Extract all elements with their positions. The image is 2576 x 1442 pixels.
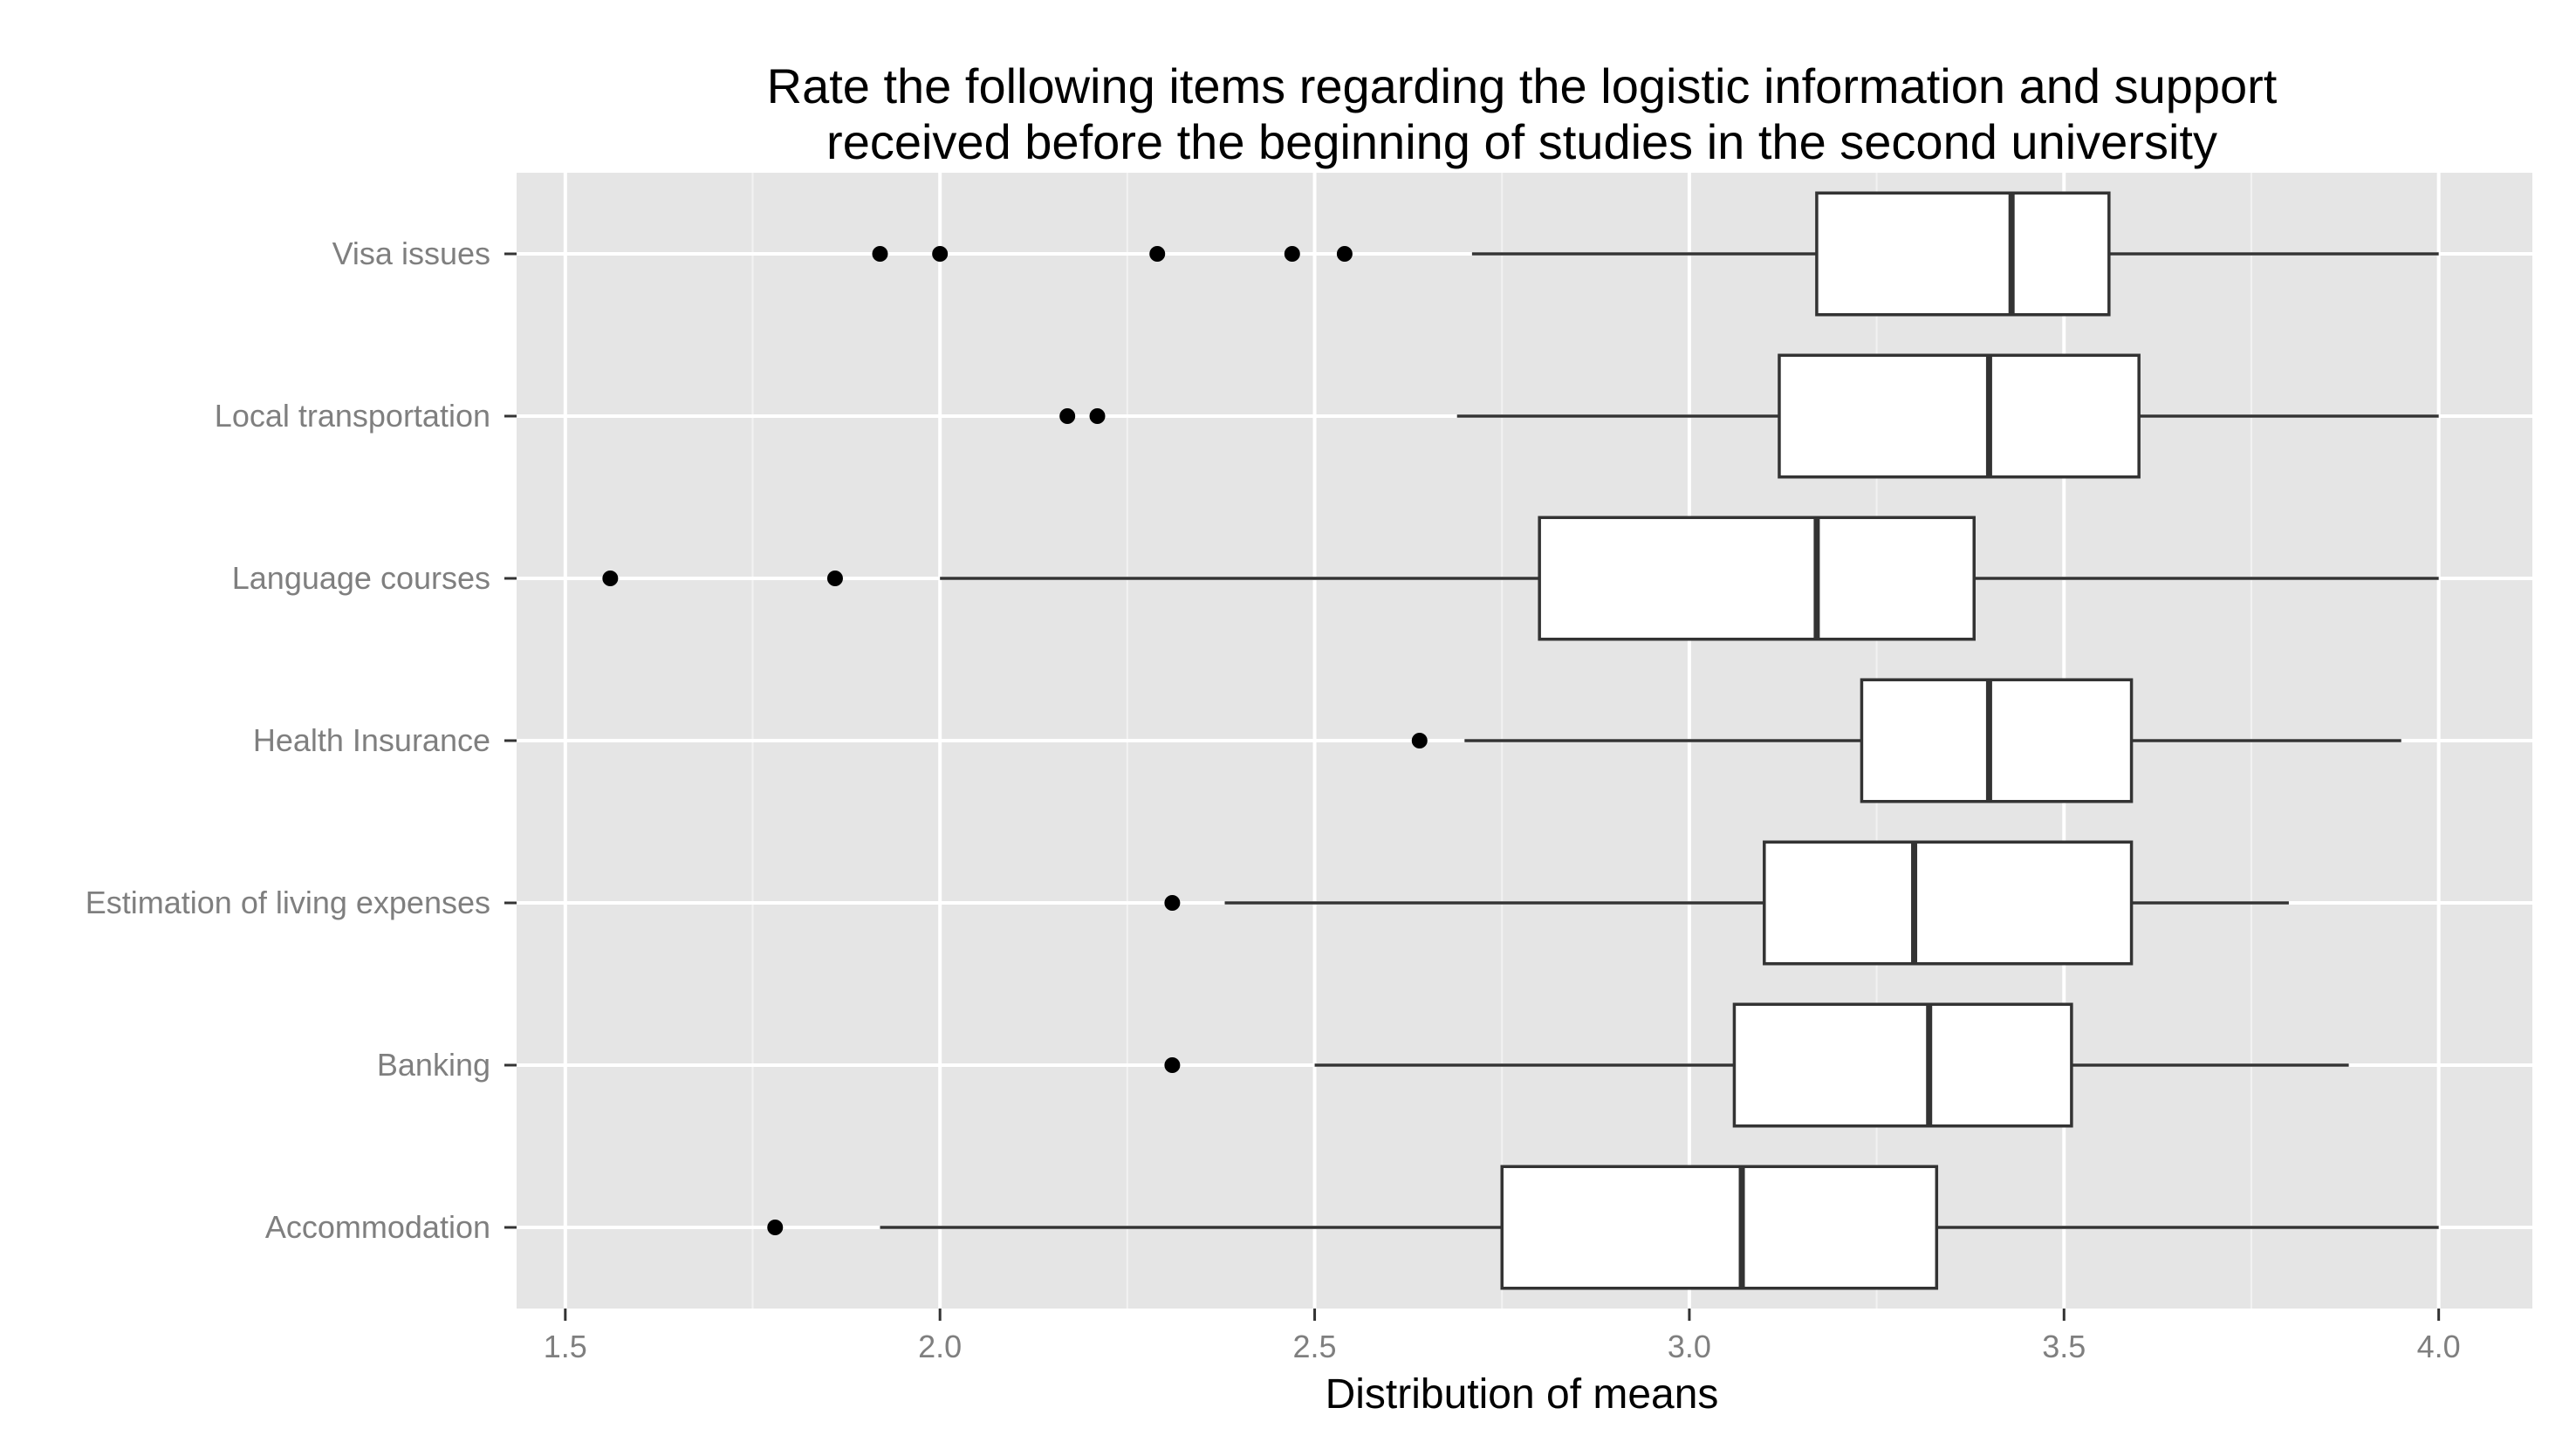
y-tick-label: Estimation of living expenses: [86, 885, 490, 920]
box-group: [767, 1165, 2439, 1290]
x-tick-label: 4.0: [2417, 1329, 2461, 1364]
box-iqr: [1778, 353, 2141, 479]
outlier-point: [602, 571, 619, 586]
outlier-point: [1411, 733, 1428, 748]
x-tick-label: 2.0: [918, 1329, 962, 1364]
x-tick-label: 2.5: [1293, 1329, 1337, 1364]
chart-title-line-2: received before the beginning of studies…: [826, 114, 2217, 169]
outlier-point: [872, 246, 888, 262]
box-group: [872, 191, 2439, 317]
box-iqr: [1815, 191, 2111, 317]
chart-title-line-1: Rate the following items regarding the l…: [767, 58, 2278, 113]
outlier-point: [1089, 408, 1106, 424]
box-iqr: [1500, 1165, 1939, 1290]
outlier-point: [932, 246, 949, 262]
x-tick-label: 3.5: [2042, 1329, 2086, 1364]
box-group: [1411, 678, 2401, 803]
outlier-point: [1059, 408, 1076, 424]
outlier-point: [826, 571, 843, 586]
box-iqr: [1538, 516, 1976, 641]
outlier-point: [1284, 246, 1300, 262]
outlier-point: [767, 1220, 784, 1235]
outlier-point: [1149, 246, 1166, 262]
box-group: [602, 516, 2439, 641]
x-tick-label: 3.0: [1668, 1329, 1711, 1364]
x-tick-label: 1.5: [544, 1329, 587, 1364]
y-axis: Visa issues Local transportation Language …: [86, 236, 517, 1245]
y-tick-label: Language courses: [232, 560, 490, 596]
y-tick-label: Visa issues: [332, 236, 490, 271]
box-group: [1059, 353, 2439, 479]
outlier-point: [1164, 895, 1181, 911]
y-tick-label: Local transportation: [215, 398, 490, 434]
y-tick-label: Health Insurance: [253, 722, 490, 758]
box-iqr: [1860, 678, 2134, 803]
box-group: [1164, 840, 2289, 966]
x-axis-title: Distribution of means: [1326, 1371, 1719, 1418]
outlier-point: [1164, 1057, 1181, 1073]
y-tick-label: Accommodation: [265, 1209, 490, 1245]
box-iqr: [1732, 1002, 2073, 1128]
outlier-point: [1336, 246, 1353, 262]
y-tick-label: Banking: [377, 1047, 490, 1083]
box-iqr: [1763, 840, 2134, 966]
boxes-layer: [602, 191, 2439, 1290]
box-group: [1164, 1002, 2349, 1128]
x-axis: 1.5 2.0 2.5 3.0 3.5 4.0: [544, 1309, 2461, 1364]
